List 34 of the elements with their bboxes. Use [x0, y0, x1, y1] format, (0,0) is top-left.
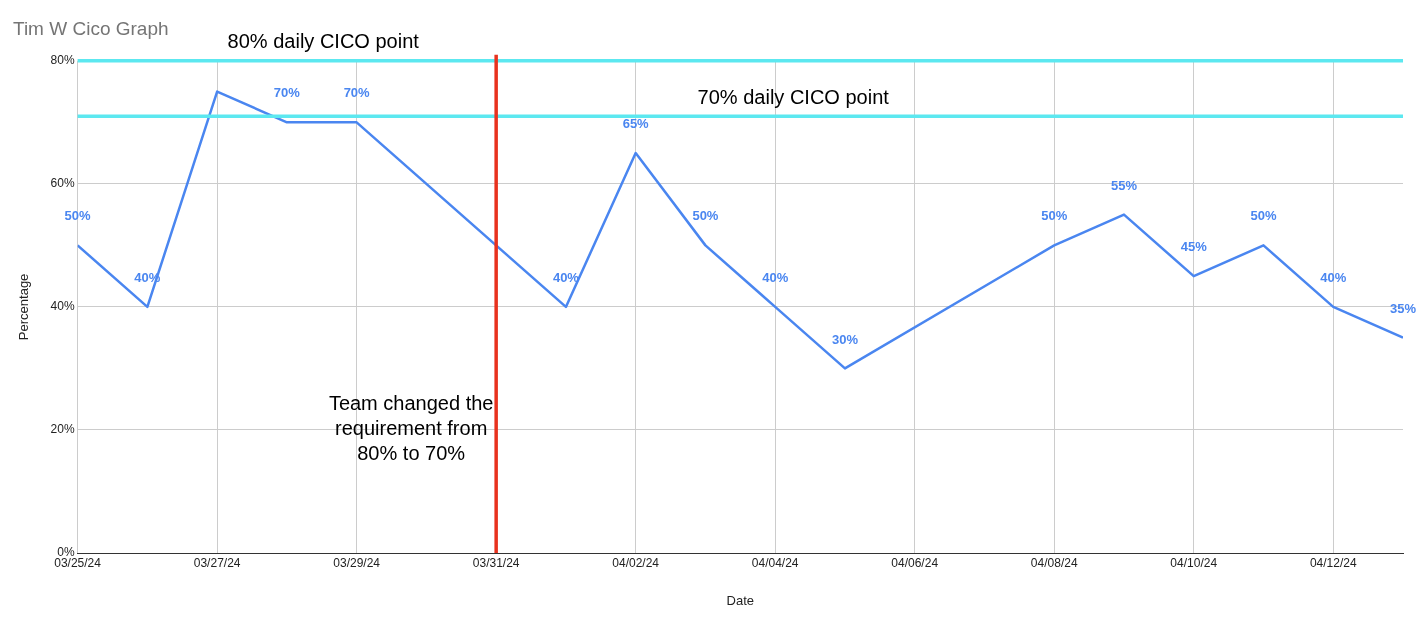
- data-label: 50%: [1250, 208, 1277, 224]
- x-tick-label: 03/29/24: [333, 555, 381, 570]
- data-label: 65%: [622, 116, 650, 132]
- x-tick-label: 04/10/24: [1170, 555, 1218, 570]
- data-label: 40%: [762, 269, 789, 285]
- x-tick-label: 04/06/24: [891, 555, 939, 570]
- x-tick-label: 04/02/24: [612, 555, 660, 570]
- chart-title: Tim W Cico Graph: [13, 17, 169, 39]
- data-label: 70%: [273, 85, 301, 101]
- data-label: 70%: [343, 85, 371, 101]
- data-label: 50%: [1041, 208, 1068, 224]
- ref-line-label: 70% daily CICO point: [697, 85, 890, 108]
- data-label: 35%: [1389, 300, 1417, 316]
- x-tick-label: 04/08/24: [1030, 555, 1078, 570]
- data-label: 30%: [831, 331, 859, 347]
- y-tick-label: 40%: [50, 299, 75, 314]
- data-label: 40%: [552, 269, 580, 285]
- x-tick-label: 03/25/24: [54, 555, 102, 570]
- annotation: Team changed the requirement from 80% to 70%: [328, 392, 494, 465]
- y-axis-title: Percentage: [16, 273, 32, 341]
- data-label: 45%: [1180, 239, 1208, 255]
- x-tick-label: 04/12/24: [1309, 555, 1357, 570]
- data-label: 55%: [1110, 177, 1138, 193]
- x-tick-label: 03/27/24: [193, 555, 241, 570]
- y-tick-label: 20%: [50, 422, 75, 437]
- data-label: 50%: [692, 208, 719, 224]
- data-label: 40%: [1320, 269, 1347, 285]
- x-axis-title: Date: [726, 592, 755, 608]
- data-label: 50%: [64, 208, 92, 224]
- x-tick-label: 03/31/24: [472, 555, 520, 570]
- ref-line-label: 80% daily CICO point: [227, 30, 420, 53]
- y-tick-label: 60%: [50, 176, 75, 191]
- y-tick-label: 80%: [50, 53, 75, 68]
- x-tick-label: 04/04/24: [751, 555, 799, 570]
